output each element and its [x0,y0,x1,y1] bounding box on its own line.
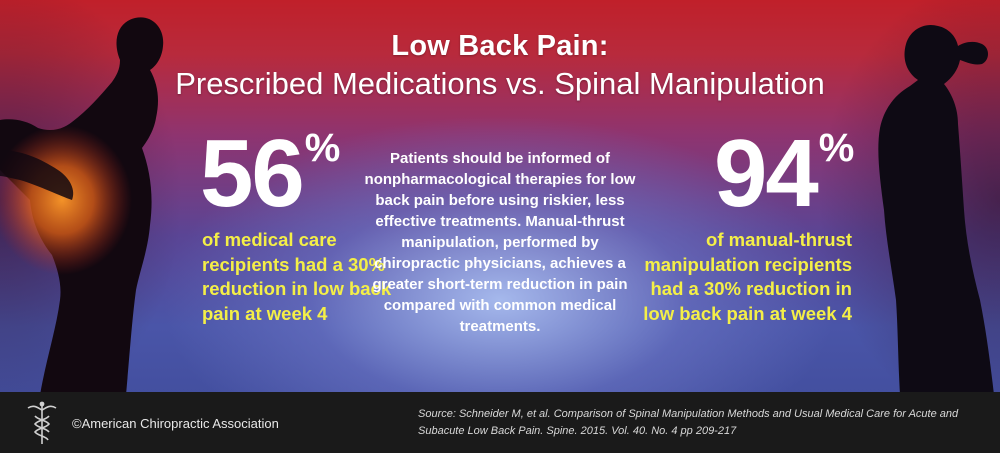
left-stat-percentage: 56% [200,126,340,222]
woman-in-pain-silhouette [0,17,164,395]
woman-standing-silhouette [878,24,994,395]
title-line-1: Low Back Pain: [391,30,609,62]
left-stat-unit: % [304,126,341,170]
left-stat-value: 56 [200,120,305,227]
right-stat-unit: % [818,126,855,170]
right-stat-description: of manual-thrust manipulation recipients… [643,229,852,324]
title-line-2: Prescribed Medications vs. Spinal Manipu… [175,66,825,101]
copyright-text: ©American Chiropractic Association [72,416,279,431]
source-citation: Source: Schneider M, et al. Comparison o… [418,408,959,437]
center-explanation: Patients should be informed of nonpharma… [364,150,636,335]
footer-bar: ©American Chiropractic Association Sourc… [0,392,1000,453]
left-stat-description: of medical care recipients had a 30% red… [202,229,392,324]
right-stat-value: 94 [714,120,819,227]
caduceus-logo-icon [27,401,57,444]
right-stat-percentage: 94% [714,126,854,222]
